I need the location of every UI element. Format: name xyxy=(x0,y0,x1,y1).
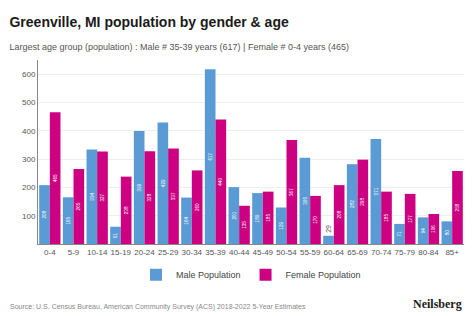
svg-text:617: 617 xyxy=(208,152,213,160)
svg-text:185: 185 xyxy=(266,214,271,222)
svg-text:367: 367 xyxy=(289,188,294,196)
svg-text:29: 29 xyxy=(325,225,332,233)
svg-text:61: 61 xyxy=(113,232,118,238)
svg-text:50-54: 50-54 xyxy=(276,248,297,257)
svg-text:65-69: 65-69 xyxy=(347,248,368,257)
svg-text:Female Population: Female Population xyxy=(286,270,361,280)
svg-text:129: 129 xyxy=(279,221,284,229)
svg-text:25-29: 25-29 xyxy=(158,248,179,257)
svg-text:71: 71 xyxy=(397,231,402,237)
svg-text:164: 164 xyxy=(184,217,189,225)
svg-text:10-14: 10-14 xyxy=(87,248,108,257)
svg-text:258: 258 xyxy=(455,203,460,211)
svg-text:260: 260 xyxy=(195,203,200,211)
svg-text:238: 238 xyxy=(124,206,129,214)
svg-text:200: 200 xyxy=(22,183,36,192)
svg-text:500: 500 xyxy=(22,98,36,107)
svg-text:20-24: 20-24 xyxy=(134,248,155,257)
svg-text:Neilsberg: Neilsberg xyxy=(413,297,462,311)
svg-text:60-64: 60-64 xyxy=(324,248,345,257)
svg-text:180: 180 xyxy=(255,214,260,222)
svg-text:440: 440 xyxy=(218,177,223,185)
svg-text:165: 165 xyxy=(66,216,71,224)
svg-text:208: 208 xyxy=(42,210,47,218)
svg-text:298: 298 xyxy=(360,198,365,206)
svg-text:400: 400 xyxy=(22,127,36,136)
svg-text:337: 337 xyxy=(171,192,176,200)
svg-text:282: 282 xyxy=(350,200,355,208)
svg-text:327: 327 xyxy=(100,193,105,201)
svg-text:399: 399 xyxy=(137,183,142,191)
svg-text:300: 300 xyxy=(22,155,36,164)
svg-text:429: 429 xyxy=(161,179,166,187)
svg-text:305: 305 xyxy=(303,197,308,205)
svg-text:177: 177 xyxy=(408,215,413,223)
svg-text:Source: U.S. Census Bureau, Am: Source: U.S. Census Bureau, American Com… xyxy=(10,303,306,311)
svg-text:465: 465 xyxy=(53,174,58,182)
svg-text:Male Population: Male Population xyxy=(176,270,241,280)
svg-text:334: 334 xyxy=(90,192,95,200)
svg-text:45-49: 45-49 xyxy=(253,248,274,257)
svg-text:328: 328 xyxy=(147,193,152,201)
svg-text:208: 208 xyxy=(337,210,342,218)
svg-text:170: 170 xyxy=(313,216,318,224)
svg-text:0-4: 0-4 xyxy=(44,248,56,257)
svg-text:15-19: 15-19 xyxy=(111,248,132,257)
svg-text:265: 265 xyxy=(76,202,81,210)
svg-text:135: 135 xyxy=(242,221,247,229)
svg-text:371: 371 xyxy=(374,187,379,195)
svg-text:40-44: 40-44 xyxy=(229,248,250,257)
svg-text:85+: 85+ xyxy=(445,248,459,257)
svg-text:100: 100 xyxy=(22,211,36,220)
svg-text:185: 185 xyxy=(384,214,389,222)
svg-text:Largest age group (population): Largest age group (population) : Male # … xyxy=(9,42,349,52)
svg-text:80: 80 xyxy=(445,230,450,236)
svg-text:94: 94 xyxy=(421,228,426,234)
svg-text:106: 106 xyxy=(431,225,436,233)
svg-text:55-59: 55-59 xyxy=(300,248,321,257)
svg-text:80-84: 80-84 xyxy=(418,248,439,257)
svg-text:70-74: 70-74 xyxy=(371,248,392,257)
svg-text:201: 201 xyxy=(232,211,237,219)
svg-text:35-39: 35-39 xyxy=(205,248,226,257)
svg-text:30-34: 30-34 xyxy=(182,248,203,257)
svg-text:600: 600 xyxy=(22,70,36,79)
svg-text:75-79: 75-79 xyxy=(395,248,416,257)
svg-text:Greenville, MI population by g: Greenville, MI population by gender & ag… xyxy=(9,14,288,30)
svg-text:5-9: 5-9 xyxy=(68,248,80,257)
